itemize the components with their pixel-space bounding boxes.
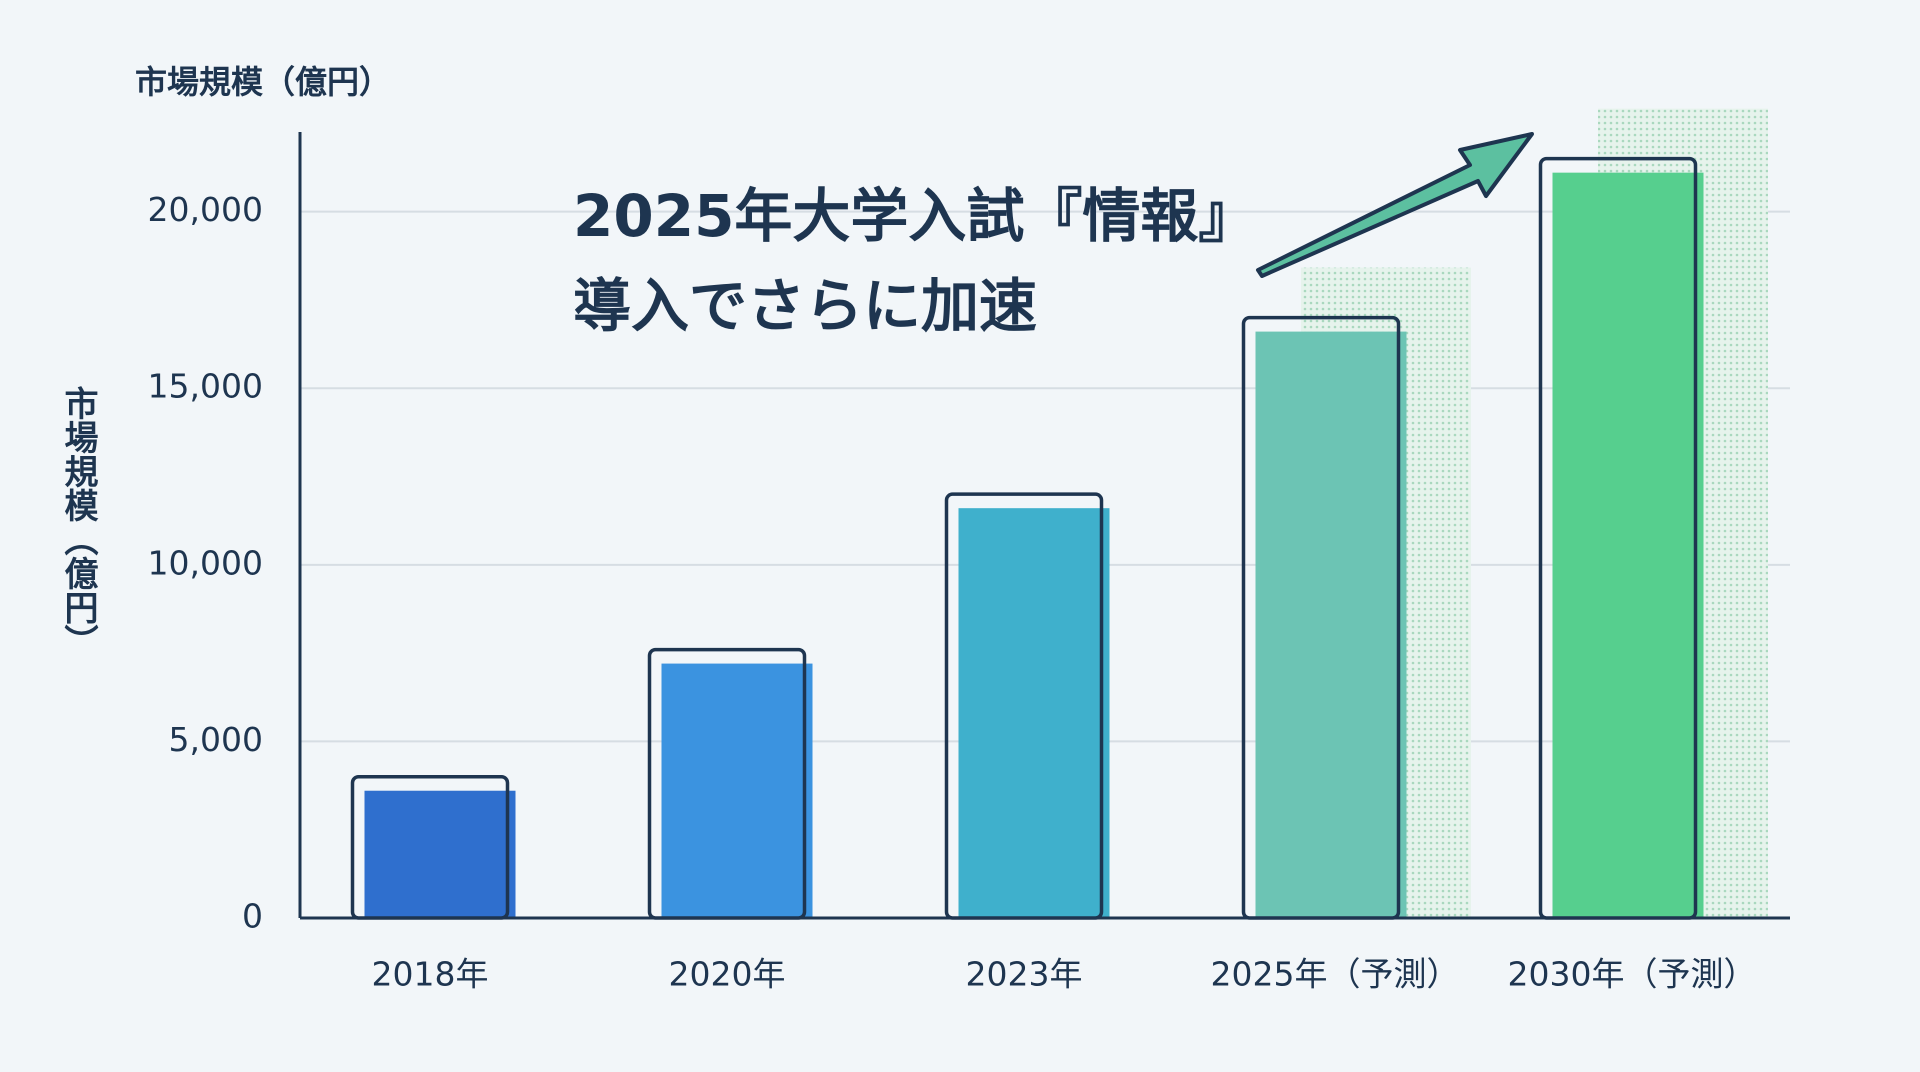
x-tick-label: 2020年: [669, 955, 786, 994]
trend-arrow: [1256, 132, 1534, 278]
y-tick-label: 15,000: [148, 367, 263, 406]
bar: [1255, 331, 1407, 918]
y-tick-label: 20,000: [148, 190, 263, 229]
bar: [364, 790, 516, 918]
x-tick-label: 2030年（予測）: [1508, 955, 1757, 994]
y-tick-label: 0: [242, 897, 263, 936]
x-tick-label: 2023年: [966, 955, 1083, 994]
y-tick-label: 5,000: [169, 720, 263, 759]
plot: 0 5,000 10,000 15,000 20,000 2018年 2020年 2023年 2…: [148, 108, 1790, 994]
x-tick-label: 2018年: [372, 955, 489, 994]
annotation: 導入でさらに加速: [573, 272, 1037, 340]
chart-title: 市場規模（億円）: [135, 63, 391, 101]
bar: [1552, 172, 1704, 919]
annotation: 2025年大学入試『情報』: [573, 182, 1256, 250]
x-tick-label: 2025年（予測）: [1211, 955, 1460, 994]
y-axis-label: 市場規模（億円）: [58, 385, 98, 658]
bar: [958, 508, 1110, 918]
y-tick-label: 10,000: [148, 543, 263, 582]
bar: [661, 663, 813, 918]
